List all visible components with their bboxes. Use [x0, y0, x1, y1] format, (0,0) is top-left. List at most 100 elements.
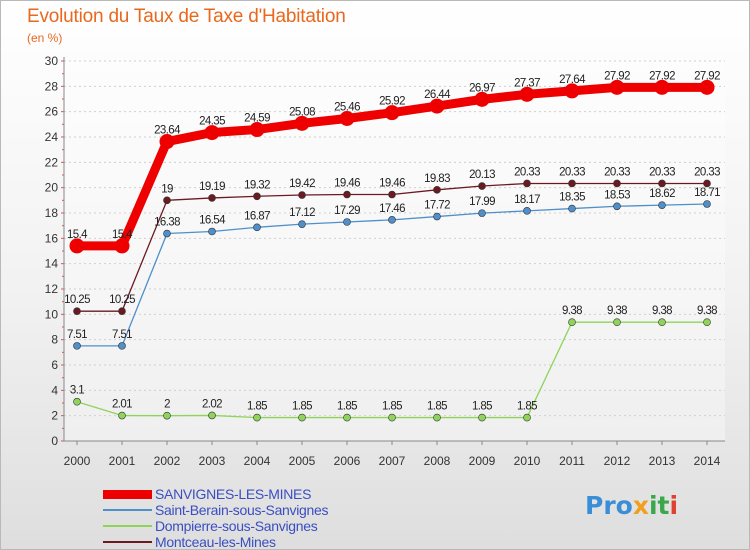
data-point-1 — [703, 200, 711, 208]
data-label-1: 17.99 — [469, 196, 495, 208]
plot-area — [64, 61, 725, 441]
data-label-1: 7.51 — [112, 329, 132, 341]
data-label-0: 27.64 — [559, 74, 586, 86]
x-tick-label: 2005 — [289, 454, 316, 468]
x-tick-label: 2010 — [514, 454, 541, 468]
data-label-3: 20.33 — [694, 166, 720, 178]
data-label-2: 1.85 — [382, 401, 402, 413]
data-label-1: 18.53 — [604, 189, 630, 201]
data-label-0: 27.92 — [694, 70, 720, 82]
data-point-3 — [658, 179, 666, 188]
legend-label: Montceau-les-Mines — [155, 534, 276, 550]
data-point-1 — [388, 216, 396, 224]
data-point-3 — [613, 179, 621, 188]
data-point-3 — [703, 179, 711, 188]
data-label-0: 27.92 — [649, 70, 675, 82]
data-point-1 — [343, 218, 351, 226]
data-point-1 — [208, 227, 216, 236]
data-point-2 — [658, 318, 666, 326]
data-label-1: 17.72 — [424, 200, 450, 212]
data-label-2: 9.38 — [697, 305, 717, 317]
data-label-2: 9.38 — [607, 305, 627, 317]
data-label-0: 23.64 — [154, 125, 181, 137]
x-tick-label: 2011 — [559, 454, 585, 468]
data-point-0 — [159, 134, 175, 150]
data-label-1: 16.54 — [199, 214, 226, 226]
data-point-1 — [523, 207, 531, 215]
data-label-3: 10.25 — [109, 294, 135, 306]
data-point-2 — [343, 413, 351, 422]
data-point-2 — [703, 318, 711, 326]
data-point-0 — [564, 83, 580, 99]
data-label-3: 20.33 — [559, 166, 585, 178]
data-label-3: 10.25 — [64, 294, 90, 306]
data-label-2: 1.85 — [472, 401, 492, 413]
data-point-0 — [339, 111, 355, 127]
legend-label: SANVIGNES-LES-MINES — [155, 486, 312, 502]
chart-title: Evolution du Taux de Taxe d'Habitation — [27, 6, 346, 27]
x-tick-label: 2012 — [604, 454, 631, 468]
data-point-0 — [294, 115, 310, 131]
x-tick-label: 2002 — [154, 454, 181, 468]
data-point-3 — [433, 186, 441, 194]
y-tick-label: 18 — [45, 206, 59, 220]
data-point-2 — [208, 411, 216, 420]
y-tick-label: 14 — [45, 257, 59, 271]
data-point-0 — [699, 79, 715, 95]
data-label-1: 16.87 — [244, 210, 270, 222]
data-point-3 — [388, 190, 396, 199]
data-point-3 — [568, 179, 576, 188]
logo-part-4: i — [669, 491, 679, 520]
y-tick-label: 4 — [51, 383, 58, 397]
x-tick-label: 2007 — [379, 454, 406, 468]
data-label-0: 15.4 — [67, 229, 88, 241]
legend-swatch — [103, 541, 152, 543]
data-point-1 — [118, 342, 126, 350]
x-tick-label: 2008 — [424, 454, 451, 468]
data-label-1: 18.35 — [559, 192, 585, 204]
data-label-2: 2.02 — [202, 398, 222, 410]
x-tick-label: 2004 — [244, 454, 271, 468]
data-point-2 — [298, 413, 306, 422]
data-label-2: 2 — [164, 399, 170, 411]
x-tick-label: 2006 — [334, 454, 361, 468]
data-label-0: 27.92 — [604, 70, 630, 82]
y-tick-label: 28 — [45, 79, 59, 93]
data-point-1 — [478, 209, 486, 217]
data-point-3 — [118, 307, 126, 315]
data-label-3: 19.46 — [334, 178, 360, 190]
logo-part-2: x — [632, 491, 649, 520]
data-label-1: 18.17 — [514, 194, 540, 206]
data-label-0: 27.37 — [514, 77, 540, 89]
y-tick-label: 24 — [45, 130, 59, 144]
data-point-1 — [253, 223, 261, 232]
data-label-3: 19.46 — [379, 178, 405, 190]
data-point-1 — [163, 229, 171, 238]
data-point-2 — [523, 413, 531, 422]
data-label-3: 19.42 — [289, 178, 315, 190]
data-label-3: 19.19 — [199, 181, 225, 193]
y-tick-label: 12 — [45, 282, 59, 296]
data-point-3 — [343, 190, 351, 199]
data-label-3: 19.32 — [244, 179, 270, 191]
x-tick-label: 2001 — [109, 454, 136, 468]
y-tick-label: 0 — [51, 434, 58, 448]
y-tick-label: 2 — [51, 409, 58, 423]
data-point-0 — [654, 79, 670, 95]
logo-part-1: Pro — [585, 491, 633, 520]
y-tick-label: 8 — [51, 333, 58, 347]
legend-label: Dompierre-sous-Sanvignes — [155, 518, 318, 534]
y-tick-label: 6 — [51, 358, 58, 372]
data-point-2 — [163, 411, 171, 420]
data-label-2: 9.38 — [652, 305, 672, 317]
data-point-2 — [73, 397, 81, 406]
data-label-1: 18.62 — [649, 188, 675, 200]
data-point-1 — [568, 204, 576, 213]
unit-label: (en %) — [27, 31, 63, 45]
data-label-2: 1.85 — [337, 401, 357, 413]
data-point-3 — [478, 182, 486, 190]
data-label-0: 26.97 — [469, 82, 495, 94]
data-label-0: 25.46 — [334, 102, 360, 114]
